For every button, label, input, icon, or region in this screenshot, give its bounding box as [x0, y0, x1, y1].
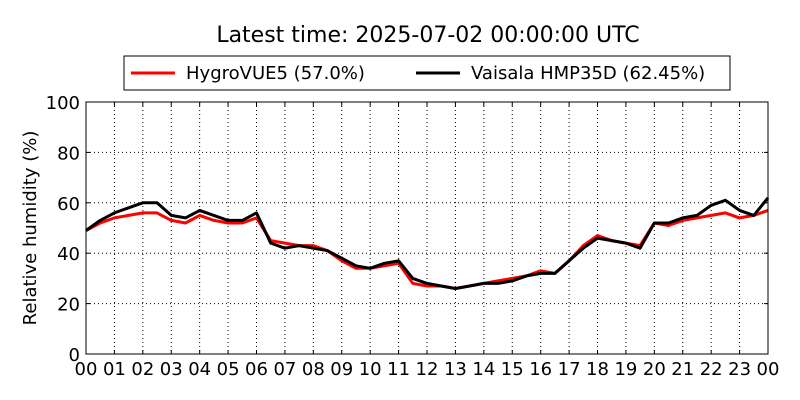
x-tick-label: 09 [330, 359, 353, 380]
x-tick-label: 08 [302, 359, 325, 380]
legend-label-hmp35d: Vaisala HMP35D (62.45%) [471, 63, 705, 84]
y-tick-label: 80 [57, 143, 80, 164]
y-tick-label: 40 [57, 244, 80, 265]
x-tick-label: 01 [103, 359, 126, 380]
x-tick-label: 06 [245, 359, 268, 380]
chart-title: Latest time: 2025-07-02 00:00:00 UTC [216, 23, 639, 48]
x-tick-label: 21 [671, 359, 694, 380]
plot-frame [85, 101, 769, 355]
y-tick-label: 60 [57, 194, 80, 215]
x-tick-label: 12 [416, 359, 439, 380]
axis-ticks: 00 01 02 03 04 05 06 07 08 09 10 11 12 13 14 15 16 17 18 19… [46, 93, 780, 380]
x-tick-label: 17 [558, 359, 581, 380]
x-tick-label: 22 [700, 359, 723, 380]
x-tick-label: 19 [614, 359, 637, 380]
x-tick-label: 11 [387, 359, 410, 380]
x-tick-label: 02 [131, 359, 154, 380]
x-tick-label: 14 [472, 359, 495, 380]
x-tick-label: 13 [444, 359, 467, 380]
y-tick-label: 20 [57, 295, 80, 316]
x-tick-label: 20 [643, 359, 666, 380]
x-tick-label: 23 [728, 359, 751, 380]
x-tick-label: 04 [188, 359, 211, 380]
y-tick-label: 100 [46, 93, 80, 114]
y-axis-label: Relative humidity (%) [20, 131, 41, 326]
x-tick-label: 15 [501, 359, 524, 380]
x-tick-label: 03 [160, 359, 183, 380]
x-tick-label: 16 [529, 359, 552, 380]
x-tick-label: 05 [217, 359, 240, 380]
grid [86, 102, 768, 354]
legend: HygroVUE5 (57.0%) Vaisala HMP35D (62.45%… [123, 55, 731, 91]
series-line-hmp35d [85, 196, 770, 290]
series-lines [85, 196, 770, 290]
x-tick-label: 00 [757, 359, 780, 380]
x-tick-label: 10 [359, 359, 382, 380]
x-tick-label: 00 [75, 359, 98, 380]
x-tick-label: 07 [273, 359, 296, 380]
legend-label-hygrovue5: HygroVUE5 (57.0%) [186, 63, 365, 84]
y-tick-label: 0 [69, 345, 80, 366]
x-tick-label: 18 [586, 359, 609, 380]
